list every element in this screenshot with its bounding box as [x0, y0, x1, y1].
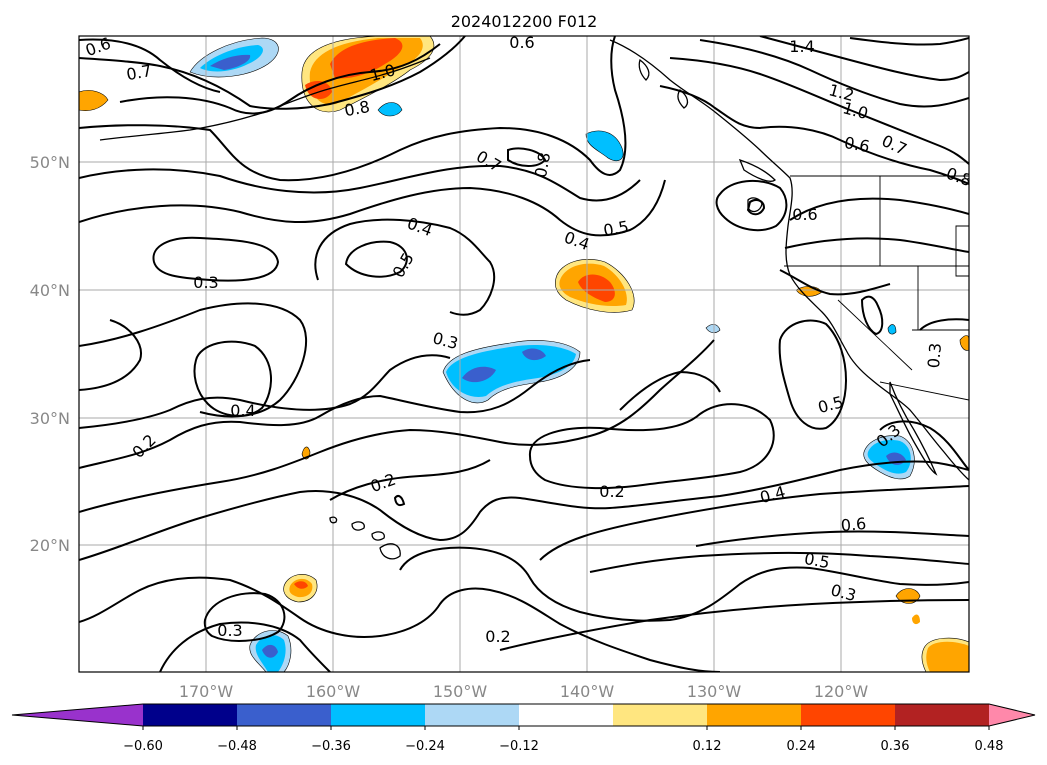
colorbar-segment — [613, 704, 708, 726]
contour-label: 0.5 — [803, 549, 831, 572]
lat-label-50n: 50°N — [30, 153, 70, 172]
contour-label: 0.7 — [125, 61, 153, 84]
contour-label: 0.6 — [843, 133, 871, 156]
colorbar-segment — [237, 704, 332, 726]
lon-label-140w: 140°W — [560, 682, 615, 701]
map-frame — [78, 35, 970, 673]
map-area: 0.6 0.7 0.6 1.4 1.2 1.0 0.8 1.0 0.8 0.7 … — [79, 33, 969, 672]
colorbar: −0.60 −0.48 −0.36 −0.24 −0.12 0.12 0.24 0.36 0.4… — [11, 703, 1036, 754]
lon-label-120w: 120°W — [814, 682, 869, 701]
contour-label: 0.6 — [792, 205, 817, 224]
colorbar-segment — [331, 704, 426, 726]
colorbar-extend-low — [12, 704, 143, 726]
contour-label: 0.6 — [840, 514, 867, 535]
lat-label-20n: 20°N — [30, 536, 70, 555]
contour-label: 0.5 — [602, 217, 630, 240]
colorbar-tick-label: −0.12 — [499, 739, 539, 754]
colorbar-tick-label: 0.12 — [693, 739, 722, 754]
colorbar-tick-label: −0.60 — [123, 739, 163, 754]
latitude-labels: 50°N 40°N 30°N 20°N — [30, 153, 70, 555]
colorbar-segment — [801, 704, 896, 726]
contour-label: 1.4 — [789, 37, 814, 56]
colorbar-segment — [519, 704, 614, 726]
contour-label: 0.6 — [509, 33, 534, 52]
shaded-anomalies — [79, 36, 969, 672]
colorbar-tick-label: 0.36 — [881, 739, 910, 754]
colorbar-extend-high — [989, 704, 1035, 726]
longitude-labels: 170°W 160°W 150°W 140°W 130°W 120°W — [179, 682, 869, 701]
plot-title: 2024012200 F012 — [451, 12, 598, 31]
colorbar-tick-label: −0.48 — [217, 739, 257, 754]
colorbar-tick-label: 0.24 — [787, 739, 816, 754]
colorbar-segment — [143, 704, 238, 726]
contour-label: 0.4 — [230, 401, 255, 420]
colorbar-tick-label: −0.24 — [405, 739, 445, 754]
map-gridlines — [79, 36, 969, 672]
political-borders — [784, 175, 969, 401]
lon-label-170w: 170°W — [179, 682, 234, 701]
contour-label: 0.2 — [599, 482, 624, 501]
contour-label: 0.3 — [217, 621, 242, 640]
contour-label: 0.8 — [343, 97, 371, 120]
contour-label: 0.8 — [531, 151, 554, 179]
lon-label-150w: 150°W — [433, 682, 488, 701]
colorbar-segment — [425, 704, 520, 726]
contour-label: 0.3 — [193, 273, 218, 292]
contour-label: 0.2 — [485, 627, 510, 646]
lat-label-40n: 40°N — [30, 281, 70, 300]
contour-lines — [79, 36, 969, 672]
lat-label-30n: 30°N — [30, 409, 70, 428]
colorbar-tick-label: 0.48 — [975, 739, 1004, 754]
contour-label: 0.3 — [924, 342, 945, 369]
lon-label-160w: 160°W — [306, 682, 361, 701]
lon-label-130w: 130°W — [687, 682, 742, 701]
colorbar-segment — [895, 704, 990, 726]
colorbar-tick-label: −0.36 — [311, 739, 351, 754]
colorbar-segment — [707, 704, 802, 726]
